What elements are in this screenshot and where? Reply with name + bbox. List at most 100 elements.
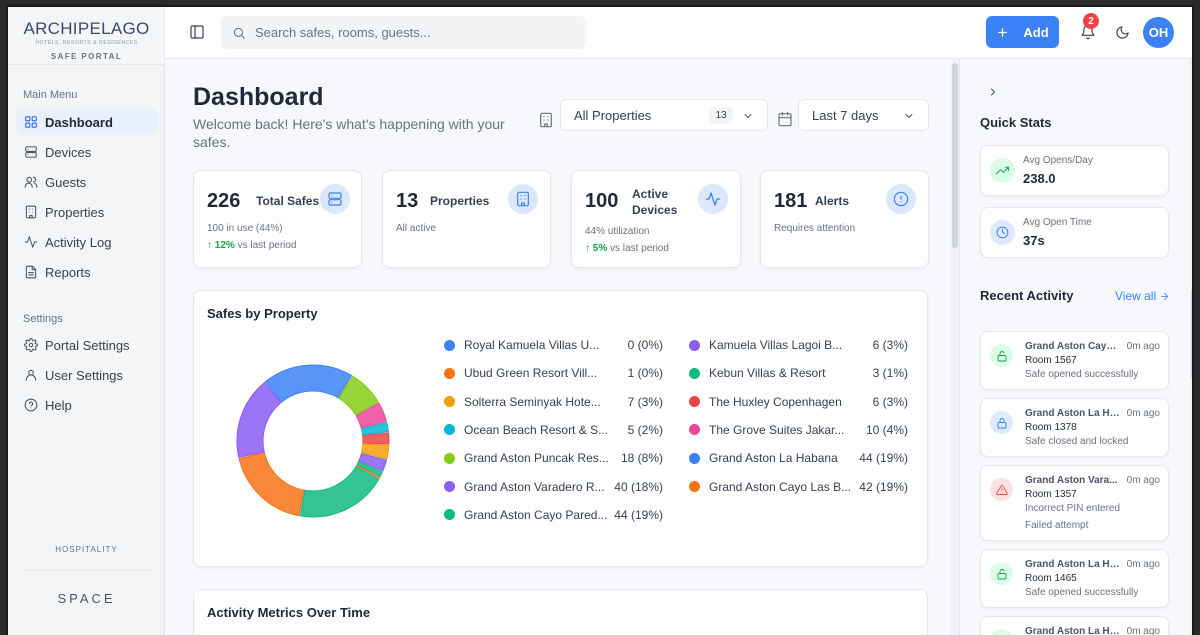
right-panel: Quick Stats Avg Opens/Day 238.0 Avg Open…	[959, 59, 1192, 635]
activity-item[interactable]: Grand Aston Vara... 0m ago Room 1357 Inc…	[980, 465, 1169, 541]
legend-item[interactable]: Grand Aston Puncak Res... 18 (8%)	[444, 451, 663, 465]
right-panel-scrollbar-thumb[interactable]	[1191, 289, 1192, 379]
donut-slice[interactable]	[299, 465, 380, 518]
activity-item[interactable]: Grand Aston La Ha... 0m ago	[980, 616, 1169, 635]
search-input[interactable]	[255, 25, 575, 40]
donut-slice[interactable]	[358, 452, 388, 472]
safes-by-property-card: Safes by Property Royal Kamuela Villas U…	[193, 290, 928, 567]
legend-property-name: Royal Kamuela Villas U...	[464, 338, 600, 352]
legend-item[interactable]: Grand Aston Varadero R... 40 (18%)	[444, 480, 663, 494]
sidebar-item-guests[interactable]: Guests	[16, 169, 158, 195]
donut-slice[interactable]	[264, 364, 353, 403]
activity-description: Safe closed and locked	[1025, 436, 1129, 447]
legend-color-dot	[444, 481, 455, 492]
user-avatar[interactable]: OH	[1143, 17, 1174, 48]
panel-left-icon	[190, 25, 204, 39]
activity-item[interactable]: Grand Aston La Ha... 0m ago Room 1378 Sa…	[980, 398, 1169, 457]
footer-hospitality: HOSPITALITY	[55, 545, 118, 554]
stat-value: 226	[207, 190, 241, 212]
moon-icon	[1116, 26, 1129, 39]
stat-label: Alerts	[815, 194, 850, 208]
activity-description: Safe opened successfully	[1025, 587, 1139, 598]
sidebar-item-help[interactable]: Help	[16, 392, 158, 418]
stat-card-properties[interactable]: 13 Properties All active	[382, 170, 551, 268]
legend-item[interactable]: Kebun Villas & Resort 3 (1%)	[689, 366, 908, 380]
main-scrollbar-thumb[interactable]	[952, 63, 958, 248]
right-panel-scrollbar[interactable]	[1190, 59, 1192, 635]
donut-slice[interactable]	[238, 452, 305, 517]
safes-donut-chart[interactable]	[233, 361, 393, 521]
legend-item[interactable]: The Huxley Copenhagen 6 (3%)	[689, 395, 908, 409]
legend-item[interactable]: Solterra Seminyak Hote... 7 (3%)	[444, 395, 663, 409]
sidebar-item-user-settings[interactable]: User Settings	[16, 362, 158, 388]
legend-item[interactable]: Grand Aston Cayo Las B... 42 (19%)	[689, 480, 908, 494]
legend-item[interactable]: Kamuela Villas Lagoi B... 6 (3%)	[689, 338, 908, 352]
theme-toggle-button[interactable]	[1115, 25, 1130, 40]
activity-icon	[698, 184, 728, 214]
unlock-icon	[990, 344, 1013, 367]
sidebar-item-devices[interactable]: Devices	[16, 139, 158, 165]
sidebar-item-properties[interactable]: Properties	[16, 199, 158, 225]
activity-item[interactable]: Grand Aston Cayo ... 0m ago Room 1567 Sa…	[980, 331, 1169, 390]
stat-card-total-safes[interactable]: 226 Total Safes 100 in use (44%) ↑ 12% v…	[193, 170, 362, 268]
donut-slice[interactable]	[355, 464, 381, 480]
activity-description: Safe opened successfully	[1025, 369, 1139, 380]
quick-stat-value: 37s	[1023, 233, 1045, 248]
activity-property: Grand Aston Vara...	[1025, 475, 1118, 486]
add-button[interactable]: Add	[986, 16, 1059, 48]
donut-slice[interactable]	[361, 443, 390, 460]
stat-value: 13	[396, 190, 419, 212]
donut-slice[interactable]	[360, 421, 389, 436]
notification-badge: 2	[1083, 13, 1099, 29]
legend-item[interactable]: Ocean Beach Resort & S... 5 (2%)	[444, 423, 663, 437]
legend-item[interactable]: Grand Aston Cayo Pared... 44 (19%)	[444, 508, 663, 522]
donut-slice[interactable]	[236, 381, 282, 459]
legend-value: 44 (19%)	[859, 451, 908, 466]
legend-item[interactable]: Royal Kamuela Villas U... 0 (0%)	[444, 338, 663, 352]
trending-up-icon	[990, 158, 1015, 183]
brand-tagline: HOTELS, RESORTS & RESIDENCES	[35, 40, 138, 46]
plus-icon	[998, 27, 1008, 37]
activity-time: 0m ago	[1126, 341, 1160, 352]
sidebar-toggle-button[interactable]	[189, 24, 205, 40]
activity-time: 0m ago	[1126, 475, 1160, 486]
activity-metrics-card: Activity Metrics Over Time	[193, 589, 928, 635]
legend-value: 1 (0%)	[627, 366, 663, 381]
date-range-select[interactable]: Last 7 days	[798, 99, 929, 131]
legend-value: 6 (3%)	[872, 394, 908, 409]
donut-slice[interactable]	[338, 375, 379, 416]
legend-item[interactable]: Grand Aston La Habana 44 (19%)	[689, 451, 908, 465]
donut-slice[interactable]	[356, 460, 384, 478]
search-bar[interactable]	[221, 16, 586, 49]
alert-circle-icon	[886, 184, 916, 214]
view-all-link[interactable]: View all	[1115, 289, 1170, 303]
sidebar-item-label: Reports	[45, 264, 91, 280]
search-icon	[233, 27, 245, 39]
legend-item[interactable]: The Grove Suites Jakar... 10 (4%)	[689, 423, 908, 437]
calendar-icon	[777, 111, 793, 127]
brand-logo[interactable]: ARCHIPELAGO HOTELS, RESORTS & RESIDENCES…	[8, 19, 165, 61]
card-title: Activity Metrics Over Time	[207, 605, 371, 620]
sidebar-item-portal-settings[interactable]: Portal Settings	[16, 332, 158, 358]
sidebar-item-dashboard[interactable]: Dashboard	[16, 109, 158, 135]
activity-property: Grand Aston Cayo ...	[1025, 341, 1120, 352]
main-scrollbar[interactable]	[951, 59, 959, 635]
chevron-right-icon	[991, 88, 995, 96]
legend-property-name: Grand Aston Cayo Pared...	[464, 507, 608, 522]
arrow-right-icon	[1161, 292, 1169, 300]
sidebar-item-reports[interactable]: Reports	[16, 259, 158, 285]
property-filter-select[interactable]: All Properties 13	[560, 99, 768, 131]
stat-card-active-devices[interactable]: 100 Active Devices 44% utilization ↑ 5% …	[571, 170, 741, 268]
legend-property-name: Grand Aston Varadero R...	[464, 479, 605, 494]
stat-subtext: All active	[396, 223, 437, 234]
legend-item[interactable]: Ubud Green Resort Vill... 1 (0%)	[444, 366, 663, 380]
donut-slice[interactable]	[355, 402, 387, 429]
donut-slice[interactable]	[362, 432, 390, 445]
building-icon	[25, 205, 37, 219]
legend-value: 42 (19%)	[859, 479, 908, 494]
activity-time: 0m ago	[1126, 408, 1160, 419]
sidebar-item-activity-log[interactable]: Activity Log	[16, 229, 158, 255]
activity-item[interactable]: Grand Aston La Ha... 0m ago Room 1465 Sa…	[980, 549, 1169, 608]
collapse-panel-button[interactable]	[987, 86, 999, 98]
stat-card-alerts[interactable]: 181 Alerts Requires attention	[760, 170, 929, 268]
